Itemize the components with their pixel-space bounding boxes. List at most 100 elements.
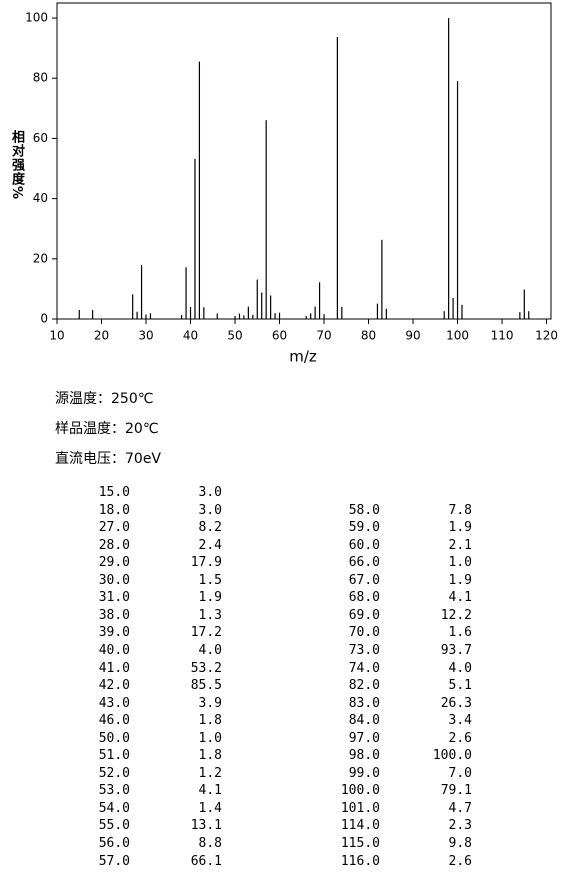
intensity-cell: 1.9	[448, 520, 472, 536]
y-tick-label: 100	[25, 11, 48, 25]
y-tick-label: 0	[40, 312, 48, 326]
info-line: 样品温度：20℃	[55, 421, 159, 437]
x-tick-label: 110	[491, 329, 514, 343]
mz-cell: 70.0	[348, 625, 380, 641]
intensity-cell: 1.9	[198, 590, 222, 606]
intensity-cell: 93.7	[440, 642, 472, 658]
mz-cell: 73.0	[348, 642, 380, 658]
intensity-cell: 1.8	[198, 748, 222, 764]
intensity-cell: 7.0	[448, 765, 472, 781]
x-tick-label: 30	[138, 329, 153, 343]
mz-cell: 100.0	[340, 783, 380, 799]
mz-cell: 60.0	[348, 537, 380, 553]
intensity-cell: 17.9	[190, 555, 222, 571]
intensity-cell: 1.4	[198, 800, 222, 816]
mz-cell: 98.0	[348, 748, 380, 764]
mz-cell: 58.0	[348, 502, 380, 518]
mz-cell: 54.0	[98, 800, 130, 816]
x-tick-label: 100	[446, 329, 469, 343]
x-tick-label: 120	[535, 329, 558, 343]
mz-cell: 97.0	[348, 730, 380, 746]
x-tick-label: 40	[183, 329, 198, 343]
intensity-cell: 1.0	[198, 730, 222, 746]
mz-cell: 51.0	[98, 748, 130, 764]
x-tick-label: 50	[227, 329, 242, 343]
y-tick-label: 60	[33, 131, 48, 145]
intensity-cell: 2.3	[448, 818, 472, 834]
mz-cell: 74.0	[348, 660, 380, 676]
intensity-cell: 1.8	[198, 713, 222, 729]
mz-cell: 18.0	[98, 502, 130, 518]
intensity-cell: 12.2	[440, 607, 472, 623]
mz-cell: 99.0	[348, 765, 380, 781]
intensity-cell: 4.7	[448, 800, 472, 816]
intensity-cell: 7.8	[448, 502, 472, 518]
intensity-cell: 1.6	[448, 625, 472, 641]
mz-cell: 39.0	[98, 625, 130, 641]
intensity-cell: 2.6	[448, 730, 472, 746]
mz-cell: 42.0	[98, 678, 130, 694]
y-axis-label: 相对强度%	[9, 130, 24, 201]
intensity-cell: 1.5	[198, 572, 222, 588]
intensity-cell: 26.3	[440, 695, 472, 711]
intensity-cell: 4.0	[448, 660, 472, 676]
intensity-cell: 8.2	[198, 520, 222, 536]
mz-cell: 41.0	[98, 660, 130, 676]
x-tick-label: 20	[94, 329, 109, 343]
intensity-cell: 3.9	[198, 695, 222, 711]
intensity-cell: 17.2	[190, 625, 222, 641]
intensity-cell: 3.0	[198, 502, 222, 518]
mz-cell: 115.0	[340, 836, 380, 851]
intensity-cell: 2.1	[448, 537, 472, 553]
intensity-cell: 100.0	[432, 748, 472, 764]
info-line: 直流电压：70eV	[55, 451, 162, 467]
mz-cell: 67.0	[348, 572, 380, 588]
mz-cell: 55.0	[98, 818, 130, 834]
mz-cell: 53.0	[98, 783, 130, 799]
mz-cell: 66.0	[348, 555, 380, 571]
mz-cell: 114.0	[340, 818, 380, 834]
y-tick-label: 40	[33, 191, 48, 205]
mz-cell: 50.0	[98, 730, 130, 746]
intensity-cell: 9.8	[448, 836, 472, 851]
x-tick-label: 80	[361, 329, 376, 343]
x-tick-label: 10	[49, 329, 64, 343]
intensity-cell: 2.4	[198, 537, 222, 553]
intensity-cell: 1.9	[448, 572, 472, 588]
intensity-cell: 4.1	[448, 590, 472, 606]
mz-cell: 40.0	[98, 642, 130, 658]
mz-cell: 56.0	[98, 836, 130, 851]
mz-cell: 46.0	[98, 713, 130, 729]
x-axis-label: m/z	[289, 348, 317, 366]
mz-cell: 52.0	[98, 765, 130, 781]
mz-cell: 30.0	[98, 572, 130, 588]
mz-cell: 57.0	[98, 853, 130, 869]
intensity-cell: 4.1	[198, 783, 222, 799]
x-tick-label: 60	[272, 329, 287, 343]
intensity-cell: 85.5	[190, 678, 222, 694]
mz-cell: 31.0	[98, 590, 130, 606]
x-tick-label: 90	[405, 329, 420, 343]
mz-cell: 43.0	[98, 695, 130, 711]
plot-frame	[56, 2, 552, 320]
intensity-cell: 2.6	[448, 853, 472, 869]
mz-cell: 101.0	[340, 800, 380, 816]
y-tick-label: 20	[33, 251, 48, 265]
mz-cell: 38.0	[98, 607, 130, 623]
intensity-cell: 53.2	[190, 660, 222, 676]
intensity-cell: 8.8	[198, 836, 222, 851]
mz-cell: 83.0	[348, 695, 380, 711]
info-line: 源温度：250℃	[55, 391, 154, 407]
y-tick-label: 80	[33, 71, 48, 85]
mz-cell: 59.0	[348, 520, 380, 536]
mz-cell: 28.0	[98, 537, 130, 553]
mz-cell: 27.0	[98, 520, 130, 536]
mz-cell: 82.0	[348, 678, 380, 694]
intensity-cell: 66.1	[190, 853, 222, 869]
intensity-cell: 1.2	[198, 765, 222, 781]
intensity-cell: 79.1	[440, 783, 472, 799]
intensity-cell: 3.4	[448, 713, 472, 729]
intensity-cell: 1.3	[198, 607, 222, 623]
intensity-cell: 13.1	[190, 818, 222, 834]
